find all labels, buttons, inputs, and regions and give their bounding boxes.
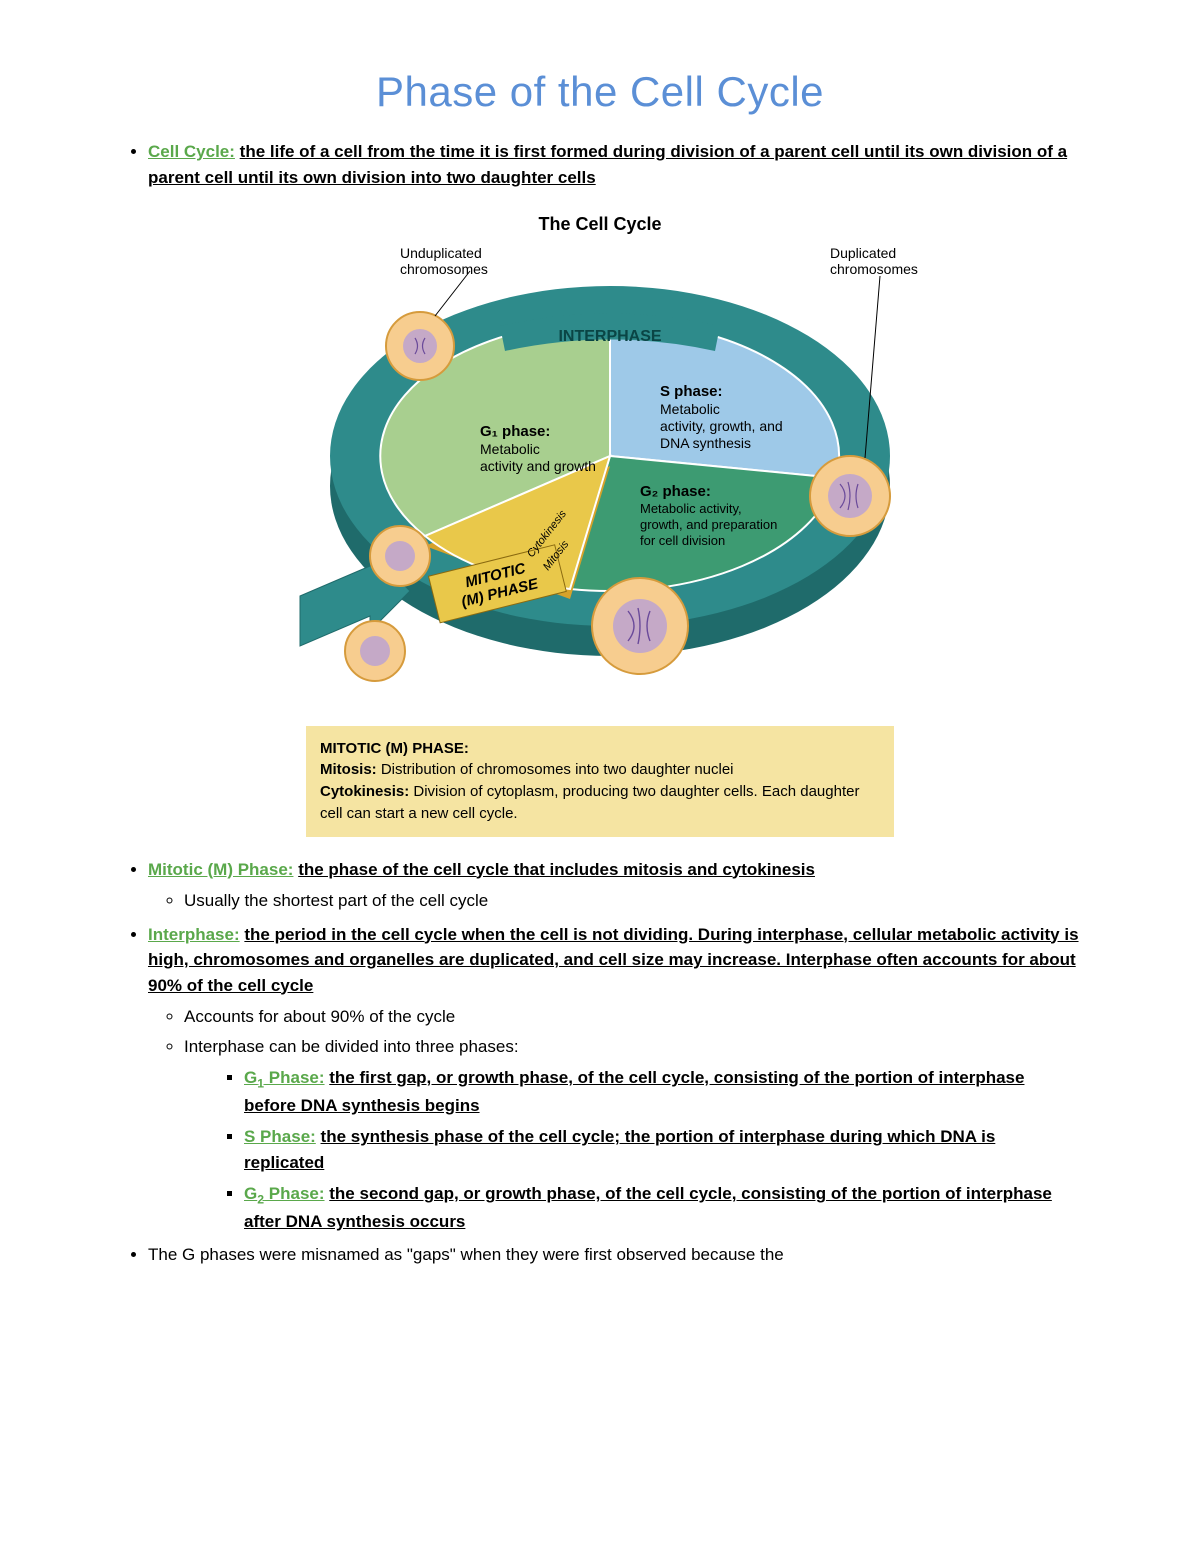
bullet-list: Cell Cycle: the life of a cell from the … (120, 139, 1080, 190)
term-mitotic: Mitotic (M) Phase: (148, 860, 293, 879)
callout-line-1 (435, 271, 470, 316)
s-desc-3: DNA synthesis (660, 435, 751, 451)
g1-desc-1: Metabolic (480, 441, 540, 457)
interphase-sub-1: Accounts for about 90% of the cycle (184, 1004, 1080, 1030)
cell-dup (810, 456, 890, 536)
bullet-s: S Phase: the synthesis phase of the cell… (244, 1124, 1080, 1175)
interphase-label: INTERPHASE (558, 328, 661, 345)
callout-title: MITOTIC (M) PHASE: (320, 740, 469, 757)
term-interphase: Interphase: (148, 925, 240, 944)
term-g1: G1 Phase: (244, 1068, 325, 1087)
s-title: S phase: (660, 383, 723, 400)
g2-desc-3: for cell division (640, 533, 725, 548)
g1-title: G₁ phase: (480, 423, 550, 440)
def-g2: the second gap, or growth phase, of the … (244, 1184, 1052, 1231)
dup-label-2: chromosomes (830, 261, 918, 277)
callout-mitosis-label: Mitosis: (320, 761, 377, 778)
g2-desc-2: growth, and preparation (640, 517, 777, 532)
def-g1: the first gap, or growth phase, of the c… (244, 1068, 1024, 1115)
def-s: the synthesis phase of the cell cycle; t… (244, 1127, 995, 1172)
bullet-mitotic: Mitotic (M) Phase: the phase of the cell… (148, 857, 1080, 914)
def-mitotic: the phase of the cell cycle that include… (298, 860, 815, 879)
cell-cycle-diagram: The Cell Cycle INTERPHASE G₁ phase: Meta… (240, 206, 960, 714)
diagram-title: The Cell Cycle (538, 214, 661, 234)
callout-cyto-label: Cytokinesis: (320, 783, 409, 800)
undup-label-1: Unduplicated (400, 245, 482, 261)
page-title: Phase of the Cell Cycle (120, 60, 1080, 123)
dup-label-1: Duplicated (830, 245, 896, 261)
bullet-gphases: The G phases were misnamed as "gaps" whe… (148, 1242, 1080, 1268)
g2-title: G₂ phase: (640, 483, 711, 500)
term-s: S Phase: (244, 1127, 316, 1146)
term-g2: G2 Phase: (244, 1184, 325, 1203)
mitotic-sub-1: Usually the shortest part of the cell cy… (184, 888, 1080, 914)
s-desc-1: Metabolic (660, 401, 720, 417)
bullet-interphase: Interphase: the period in the cell cycle… (148, 922, 1080, 1235)
g1-desc-2: activity and growth (480, 458, 596, 474)
s-desc-2: activity, growth, and (660, 418, 783, 434)
def-cell-cycle: the life of a cell from the time it is f… (148, 142, 1067, 187)
g2-desc-1: Metabolic activity, (640, 501, 742, 516)
undup-label-2: chromosomes (400, 261, 488, 277)
def-interphase: the period in the cell cycle when the ce… (148, 925, 1079, 995)
bullet-g2: G2 Phase: the second gap, or growth phas… (244, 1181, 1080, 1234)
bullet-cell-cycle: Cell Cycle: the life of a cell from the … (148, 139, 1080, 190)
mitotic-callout: MITOTIC (M) PHASE: Mitosis: Distribution… (306, 726, 894, 837)
cell-small-1 (370, 526, 430, 586)
interphase-sub-2: Interphase can be divided into three pha… (184, 1034, 1080, 1235)
bullet-g1: G1 Phase: the first gap, or growth phase… (244, 1065, 1080, 1118)
cell-undup (386, 312, 454, 380)
cell-big (592, 578, 688, 674)
callout-mitosis-text: Distribution of chromosomes into two dau… (381, 761, 734, 778)
term-cell-cycle: Cell Cycle: (148, 142, 235, 161)
bullet-list-2: Mitotic (M) Phase: the phase of the cell… (120, 857, 1080, 1268)
cell-small-2 (345, 621, 405, 681)
